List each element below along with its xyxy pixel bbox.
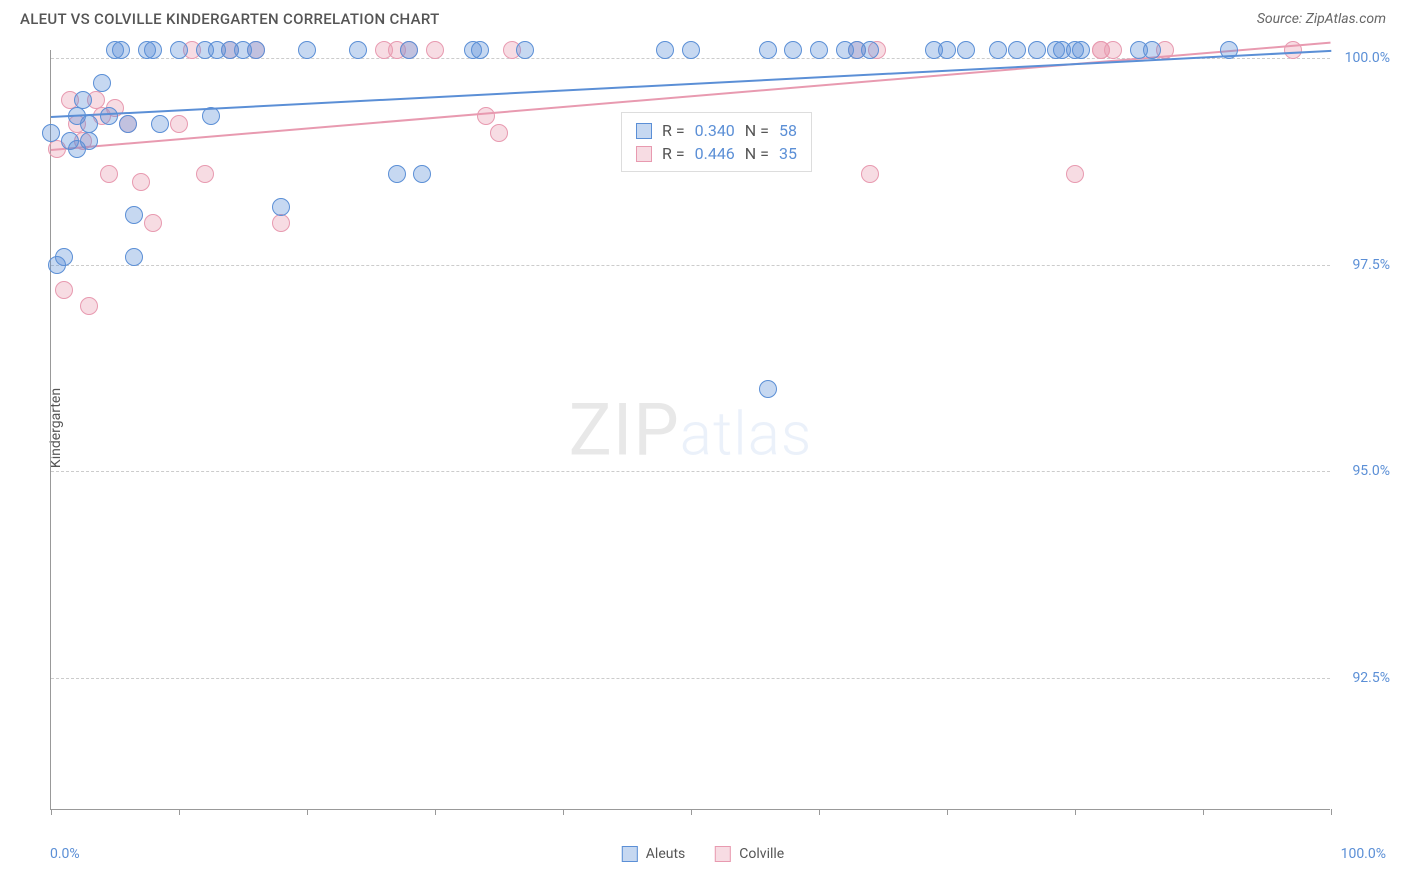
aleuts-point [388, 165, 406, 183]
aleuts-point [1028, 41, 1046, 59]
colville-swatch-icon [636, 146, 652, 162]
x-tick [51, 809, 52, 815]
aleuts-swatch-icon [636, 123, 652, 139]
aleuts-legend-swatch-icon [622, 846, 638, 862]
x-tick [563, 809, 564, 815]
aleuts-point [151, 115, 169, 133]
y-tick-label: 92.5% [1352, 670, 1390, 686]
aleuts-point [80, 132, 98, 150]
aleuts-point [119, 115, 137, 133]
aleuts-point [80, 115, 98, 133]
aleuts-point [349, 41, 367, 59]
y-tick-label: 100.0% [1345, 50, 1390, 66]
colville-point [144, 214, 162, 232]
aleuts-point [42, 124, 60, 142]
aleuts-point [272, 198, 290, 216]
colville-point [55, 281, 73, 299]
colville-point [100, 165, 118, 183]
aleuts-point [784, 41, 802, 59]
grid-line [51, 678, 1330, 679]
y-tick-label: 97.5% [1352, 257, 1390, 273]
aleuts-point [1072, 41, 1090, 59]
aleuts-point [112, 41, 130, 59]
aleuts-point [516, 41, 534, 59]
grid-line [51, 265, 1330, 266]
aleuts-point [125, 206, 143, 224]
colville-point [477, 107, 495, 125]
x-axis-max-label: 100.0% [1341, 846, 1386, 862]
x-tick [1331, 809, 1332, 815]
aleuts-point [170, 41, 188, 59]
aleuts-point [100, 107, 118, 125]
correlation-stats-box: R = 0.340 N = 58 R = 0.446 N = 35 [621, 112, 812, 172]
aleuts-point [93, 74, 111, 92]
source-attribution: Source: ZipAtlas.com [1257, 11, 1386, 27]
legend-item-colville: Colville [715, 846, 784, 862]
y-tick-label: 95.0% [1352, 463, 1390, 479]
x-tick [307, 809, 308, 815]
aleuts-point [861, 41, 879, 59]
scatter-chart: ZIPatlas R = 0.340 N = 58 R = 0.446 N = … [50, 50, 1330, 810]
colville-point [132, 173, 150, 191]
aleuts-point [144, 41, 162, 59]
x-tick [819, 809, 820, 815]
chart-legend: Aleuts Colville [622, 846, 784, 862]
aleuts-point [759, 41, 777, 59]
colville-point [490, 124, 508, 142]
aleuts-point [759, 380, 777, 398]
chart-title: ALEUT VS COLVILLE KINDERGARTEN CORRELATI… [20, 10, 440, 28]
colville-point [861, 165, 879, 183]
aleuts-point [1008, 41, 1026, 59]
aleuts-point [55, 248, 73, 266]
aleuts-point [413, 165, 431, 183]
colville-point [1104, 41, 1122, 59]
colville-legend-swatch-icon [715, 846, 731, 862]
aleuts-point [298, 41, 316, 59]
legend-item-aleuts: Aleuts [622, 846, 685, 862]
colville-point [1066, 165, 1084, 183]
stats-row-colville: R = 0.446 N = 35 [636, 142, 797, 165]
x-tick [1203, 809, 1204, 815]
x-tick [1075, 809, 1076, 815]
aleuts-point [471, 41, 489, 59]
aleuts-point [810, 41, 828, 59]
aleuts-point [74, 91, 92, 109]
aleuts-point [247, 41, 265, 59]
colville-point [426, 41, 444, 59]
aleuts-point [656, 41, 674, 59]
x-tick [179, 809, 180, 815]
x-tick [947, 809, 948, 815]
colville-point [272, 214, 290, 232]
aleuts-point [400, 41, 418, 59]
aleuts-trend-line [51, 50, 1331, 118]
colville-point [196, 165, 214, 183]
aleuts-point [682, 41, 700, 59]
aleuts-point [938, 41, 956, 59]
watermark: ZIPatlas [569, 387, 813, 472]
colville-point [80, 297, 98, 315]
aleuts-point [1143, 41, 1161, 59]
grid-line [51, 471, 1330, 472]
aleuts-point [125, 248, 143, 266]
aleuts-point [957, 41, 975, 59]
x-tick [435, 809, 436, 815]
aleuts-point [989, 41, 1007, 59]
x-axis-min-label: 0.0% [50, 846, 80, 862]
stats-row-aleuts: R = 0.340 N = 58 [636, 119, 797, 142]
x-tick [691, 809, 692, 815]
colville-point [170, 115, 188, 133]
